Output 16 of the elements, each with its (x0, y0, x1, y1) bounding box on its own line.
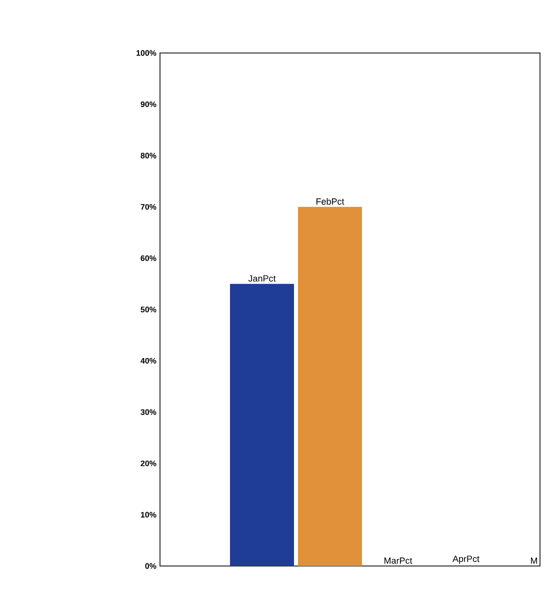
y-tick-label: 80% (140, 152, 156, 158)
y-tick-label: 0% (145, 563, 156, 569)
x-tick-label: JanPct (248, 275, 276, 282)
y-tick-label: 20% (140, 460, 156, 466)
x-tick-label: MarPct (384, 558, 412, 564)
y-tick-label: 70% (140, 204, 156, 210)
x-tick-label: M (530, 558, 538, 564)
y-tick-label: 40% (140, 358, 156, 364)
y-tick-label: 90% (140, 101, 156, 108)
x-tick-label: AprPct (452, 556, 480, 564)
y-tick-label: 100% (136, 50, 156, 56)
y-tick-label: 60% (140, 255, 156, 262)
y-tick-label: 50% (140, 306, 156, 312)
y-tick-label: 30% (140, 409, 156, 415)
x-tick-label: FebPct (316, 198, 344, 205)
y-tick-label: 10% (140, 512, 156, 518)
